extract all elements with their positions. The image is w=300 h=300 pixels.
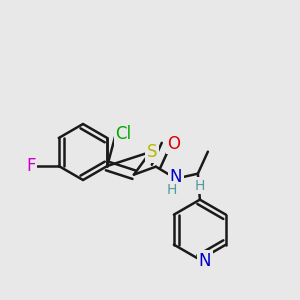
Text: N: N bbox=[169, 168, 182, 186]
Text: H: H bbox=[167, 183, 177, 197]
Text: Cl: Cl bbox=[115, 125, 131, 143]
Text: N: N bbox=[199, 252, 211, 270]
Text: F: F bbox=[26, 157, 35, 175]
Text: O: O bbox=[167, 135, 180, 153]
Text: H: H bbox=[195, 179, 205, 193]
Text: S: S bbox=[147, 143, 158, 161]
